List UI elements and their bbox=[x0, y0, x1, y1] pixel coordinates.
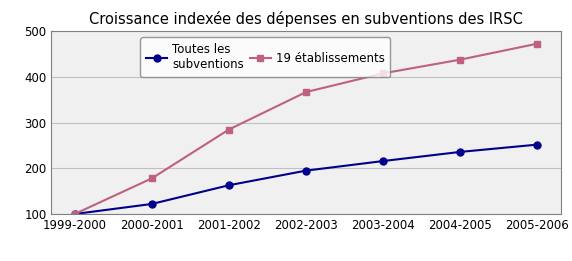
Title: Croissance indexée des dépenses en subventions des IRSC: Croissance indexée des dépenses en subve… bbox=[89, 11, 523, 27]
Legend: Toutes les
subventions, 19 établissements: Toutes les subventions, 19 établissement… bbox=[140, 37, 391, 77]
